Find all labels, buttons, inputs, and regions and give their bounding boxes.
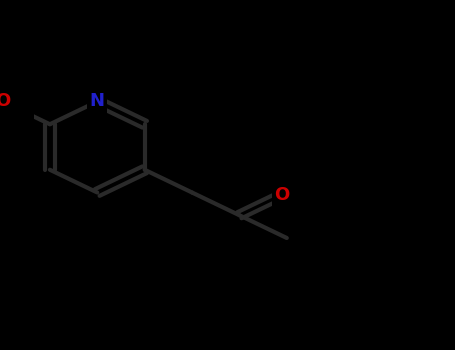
Text: N: N	[90, 92, 105, 111]
Text: O: O	[274, 186, 290, 204]
Text: O: O	[0, 92, 10, 111]
